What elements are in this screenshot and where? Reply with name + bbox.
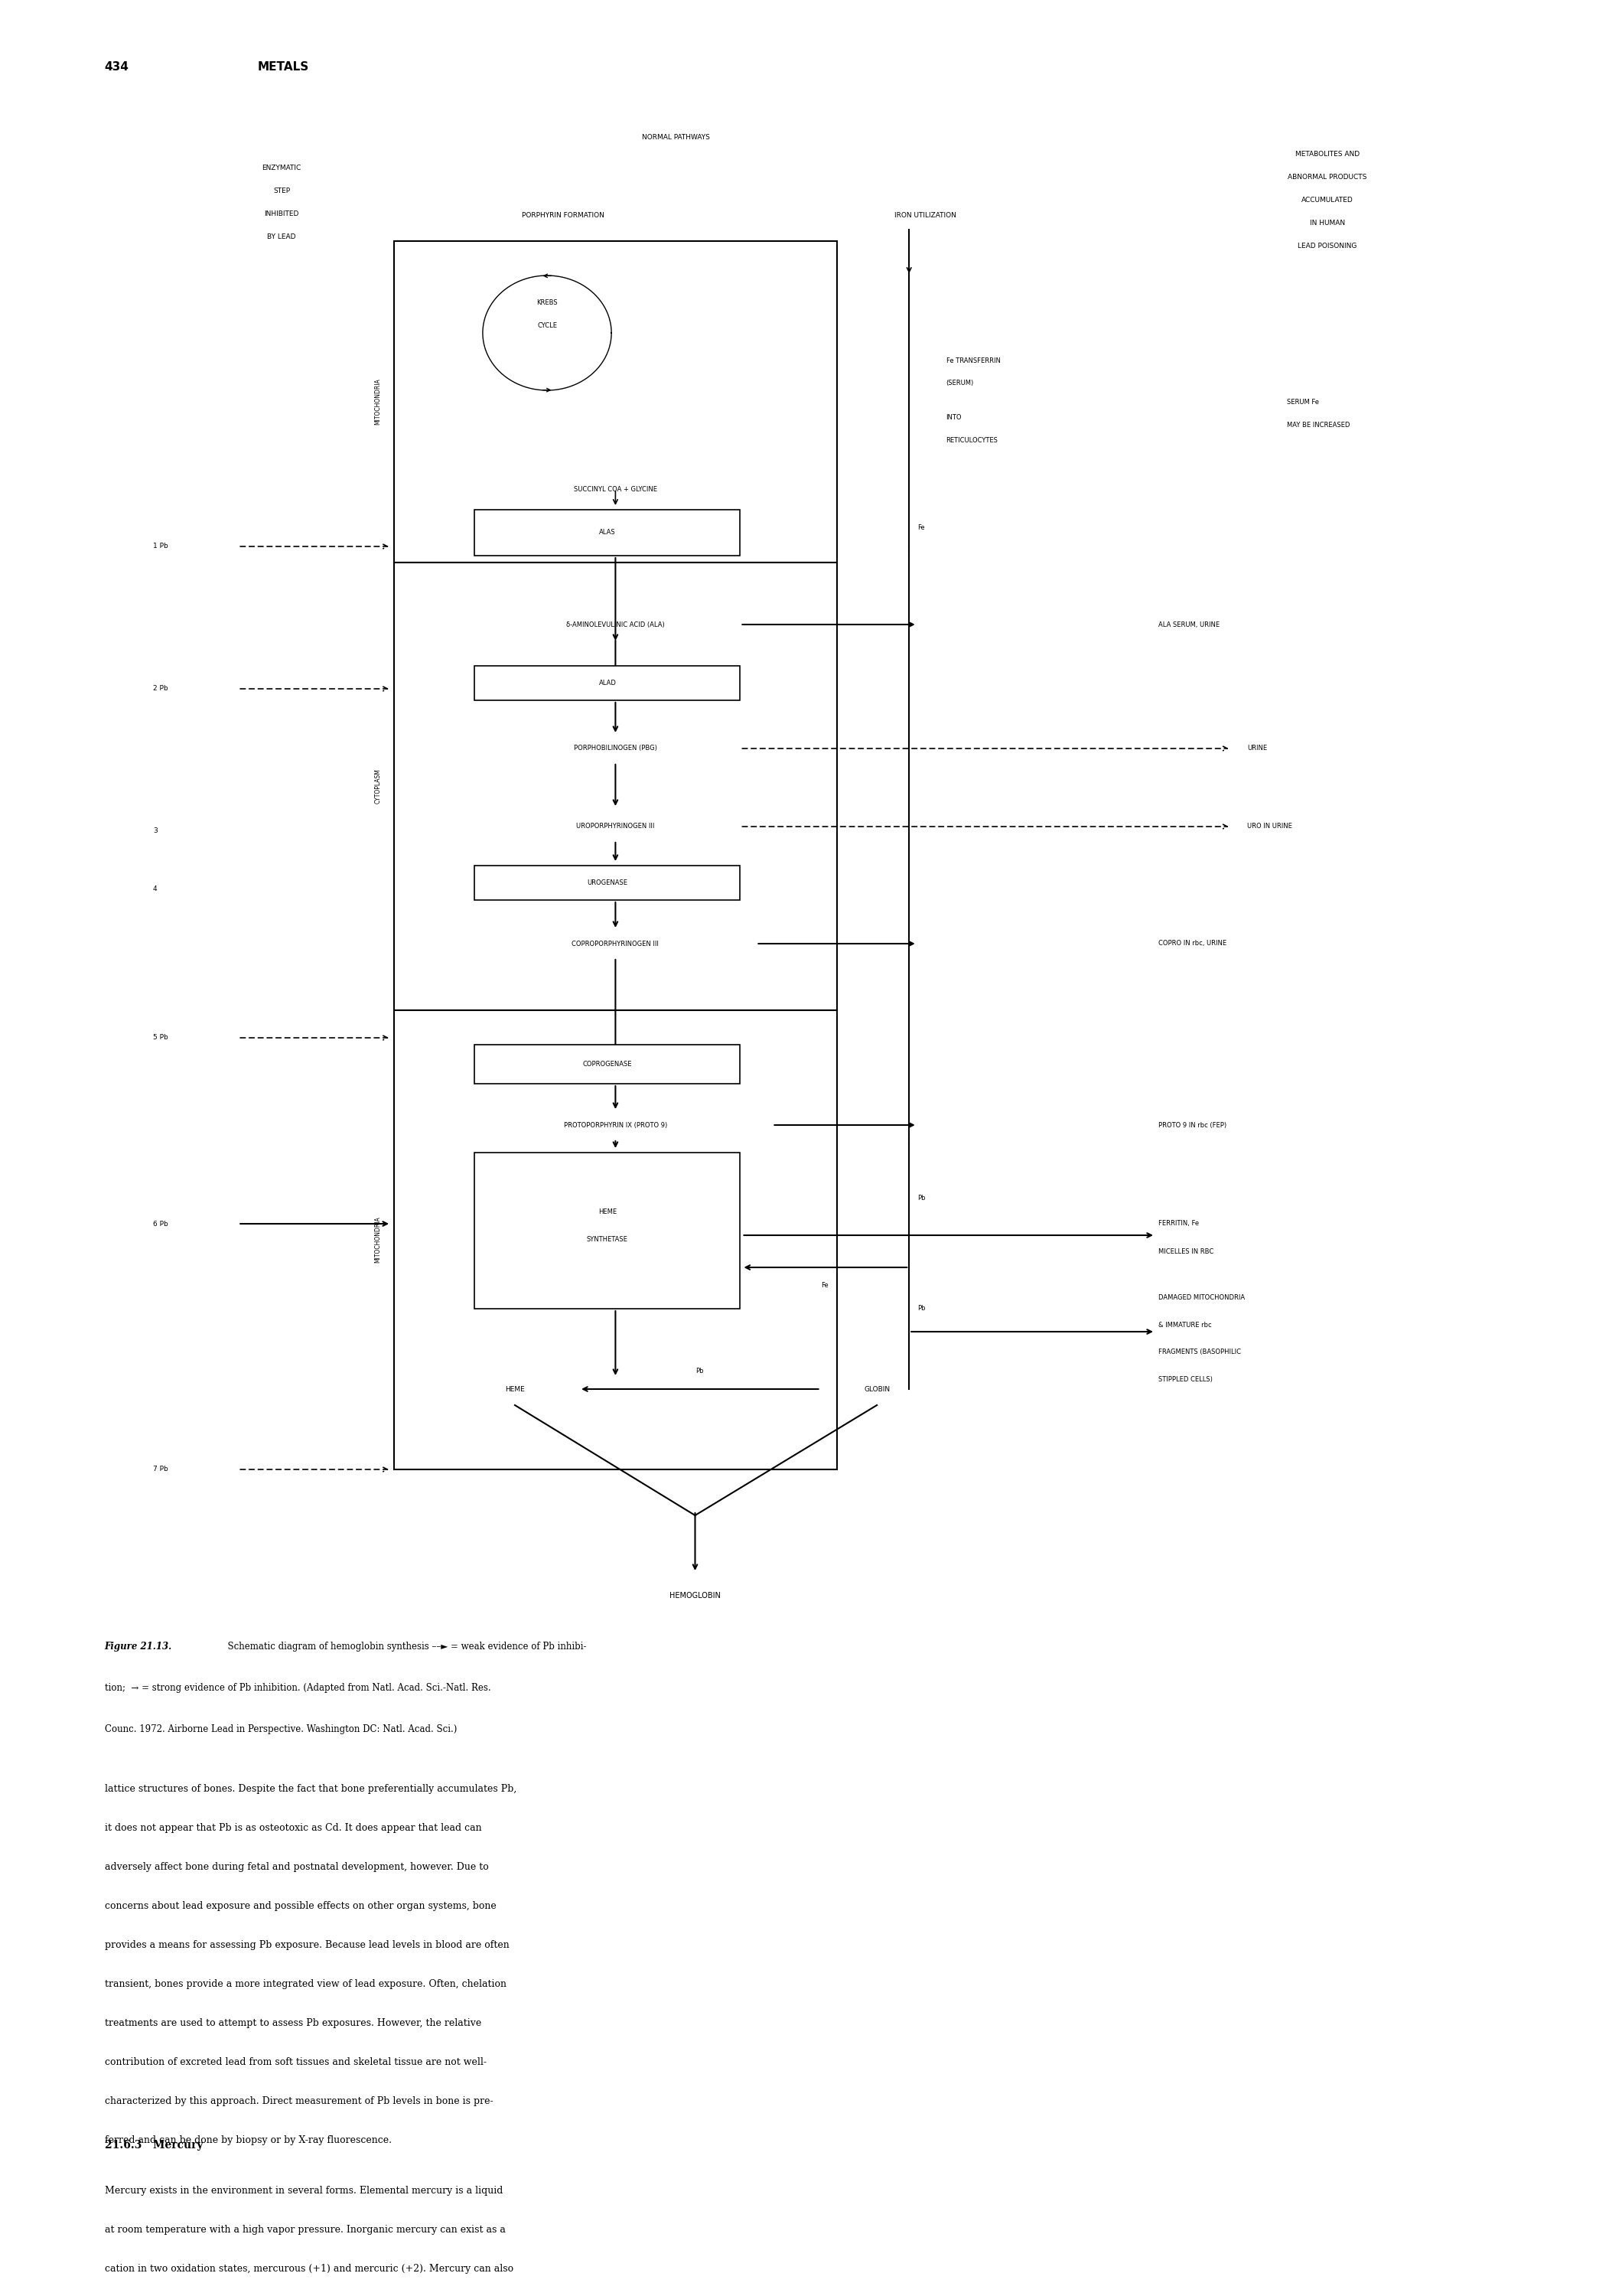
Text: ABNORMAL PRODUCTS: ABNORMAL PRODUCTS <box>1287 174 1368 181</box>
Text: MICELLES IN RBC: MICELLES IN RBC <box>1158 1249 1213 1254</box>
Text: PORPHYRIN FORMATION: PORPHYRIN FORMATION <box>521 214 605 220</box>
Text: ACCUMULATED: ACCUMULATED <box>1302 197 1353 204</box>
Bar <box>475 510 740 556</box>
Text: RETICULOCYTES: RETICULOCYTES <box>946 436 998 445</box>
Text: SYNTHETASE: SYNTHETASE <box>587 1235 628 1244</box>
Text: 2 Pb: 2 Pb <box>153 684 167 693</box>
Text: INTO: INTO <box>946 413 962 422</box>
Text: tion;  → = strong evidence of Pb inhibition. (Adapted from Natl. Acad. Sci.-Natl: tion; → = strong evidence of Pb inhibiti… <box>105 1683 491 1692</box>
Bar <box>475 1045 740 1084</box>
Text: contribution of excreted lead from soft tissues and skeletal tissue are not well: contribution of excreted lead from soft … <box>105 2057 486 2066</box>
Text: HEME: HEME <box>599 1208 616 1217</box>
Text: 3: 3 <box>153 829 158 836</box>
Text: IN HUMAN: IN HUMAN <box>1310 220 1345 227</box>
Text: 21.6.3   Mercury: 21.6.3 Mercury <box>105 2140 203 2151</box>
Text: PORPHOBILINOGEN (PBG): PORPHOBILINOGEN (PBG) <box>574 744 656 751</box>
Text: METALS: METALS <box>257 62 309 73</box>
Text: ENZYMATIC: ENZYMATIC <box>262 165 301 172</box>
Text: at room temperature with a high vapor pressure. Inorganic mercury can exist as a: at room temperature with a high vapor pr… <box>105 2225 505 2234</box>
Text: STEP: STEP <box>274 188 290 195</box>
Text: it does not appear that Pb is as osteotoxic as Cd. It does appear that lead can: it does not appear that Pb is as osteoto… <box>105 1823 481 1832</box>
Text: IRON UTILIZATION: IRON UTILIZATION <box>895 214 956 220</box>
Text: LEAD POISONING: LEAD POISONING <box>1298 243 1356 250</box>
Text: 6 Pb: 6 Pb <box>153 1221 167 1226</box>
Text: ALAD: ALAD <box>599 680 616 687</box>
Text: NORMAL PATHWAYS: NORMAL PATHWAYS <box>642 133 710 142</box>
Text: URINE: URINE <box>1247 744 1266 751</box>
Text: 7 Pb: 7 Pb <box>153 1467 167 1474</box>
Text: 4: 4 <box>153 886 158 893</box>
Text: Fe: Fe <box>821 1281 829 1290</box>
Text: SERUM Fe: SERUM Fe <box>1287 400 1319 404</box>
Text: SUCCINYL COA + GLYCINE: SUCCINYL COA + GLYCINE <box>574 487 656 494</box>
Text: HEMOGLOBIN: HEMOGLOBIN <box>669 1591 721 1600</box>
Text: PROTO 9 IN rbc (FEP): PROTO 9 IN rbc (FEP) <box>1158 1123 1226 1130</box>
Text: Mercury exists in the environment in several forms. Elemental mercury is a liqui: Mercury exists in the environment in sev… <box>105 2186 502 2195</box>
Bar <box>475 666 740 700</box>
Text: δ-AMINOLEVULINIC ACID (ALA): δ-AMINOLEVULINIC ACID (ALA) <box>566 622 665 629</box>
Text: concerns about lead exposure and possible effects on other organ systems, bone: concerns about lead exposure and possibl… <box>105 1901 496 1910</box>
Text: 434: 434 <box>105 62 129 73</box>
Text: Fe TRANSFERRIN: Fe TRANSFERRIN <box>946 358 1001 363</box>
Text: URO IN URINE: URO IN URINE <box>1247 824 1292 831</box>
Text: Pb: Pb <box>917 1194 925 1203</box>
Text: 5 Pb: 5 Pb <box>153 1033 167 1040</box>
Text: adversely affect bone during fetal and postnatal development, however. Due to: adversely affect bone during fetal and p… <box>105 1862 489 1871</box>
Text: UROGENASE: UROGENASE <box>587 879 628 886</box>
Text: ALA SERUM, URINE: ALA SERUM, URINE <box>1158 622 1220 629</box>
Text: FRAGMENTS (BASOPHILIC: FRAGMENTS (BASOPHILIC <box>1158 1350 1241 1355</box>
Text: lattice structures of bones. Despite the fact that bone preferentially accumulat: lattice structures of bones. Despite the… <box>105 1784 516 1793</box>
Text: ferred and can be done by biopsy or by X-ray fluorescence.: ferred and can be done by biopsy or by X… <box>105 2135 391 2144</box>
Bar <box>394 563 837 1010</box>
Text: & IMMATURE rbc: & IMMATURE rbc <box>1158 1322 1212 1327</box>
Text: MITOCHONDRIA: MITOCHONDRIA <box>375 379 381 425</box>
Text: 1 Pb: 1 Pb <box>153 544 167 551</box>
Text: DAMAGED MITOCHONDRIA: DAMAGED MITOCHONDRIA <box>1158 1295 1245 1300</box>
Text: METABOLITES AND: METABOLITES AND <box>1295 152 1360 156</box>
Text: GLOBIN: GLOBIN <box>864 1387 890 1391</box>
Text: (SERUM): (SERUM) <box>946 379 973 386</box>
Text: Schematic diagram of hemoglobin synthesis ––► = weak evidence of Pb inhibi-: Schematic diagram of hemoglobin synthesi… <box>222 1642 587 1651</box>
Text: KREBS: KREBS <box>536 301 558 308</box>
Bar <box>394 1010 837 1469</box>
Bar <box>475 1153 740 1309</box>
Text: FERRITIN, Fe: FERRITIN, Fe <box>1158 1221 1199 1226</box>
Bar <box>394 241 837 563</box>
Text: MAY BE INCREASED: MAY BE INCREASED <box>1287 422 1350 427</box>
Text: characterized by this approach. Direct measurement of Pb levels in bone is pre-: characterized by this approach. Direct m… <box>105 2096 492 2105</box>
Text: CYCLE: CYCLE <box>537 324 557 331</box>
Text: provides a means for assessing Pb exposure. Because lead levels in blood are oft: provides a means for assessing Pb exposu… <box>105 1940 508 1949</box>
Text: STIPPLED CELLS): STIPPLED CELLS) <box>1158 1378 1213 1382</box>
Text: BY LEAD: BY LEAD <box>267 234 296 241</box>
Text: INHIBITED: INHIBITED <box>264 211 299 218</box>
Text: PROTOPORPHYRIN IX (PROTO 9): PROTOPORPHYRIN IX (PROTO 9) <box>563 1123 668 1130</box>
Text: CYTOPLASM: CYTOPLASM <box>375 769 381 804</box>
Text: UROPORPHYRINOGEN III: UROPORPHYRINOGEN III <box>576 824 655 831</box>
Text: MITOCHONDRIA: MITOCHONDRIA <box>375 1217 381 1263</box>
Text: HEME: HEME <box>505 1387 525 1391</box>
Text: cation in two oxidation states, mercurous (+1) and mercuric (+2). Mercury can al: cation in two oxidation states, mercurou… <box>105 2264 513 2273</box>
Text: Figure 21.13.: Figure 21.13. <box>105 1642 172 1651</box>
Text: Pb: Pb <box>697 1368 703 1373</box>
Text: Pb: Pb <box>917 1304 925 1313</box>
Text: transient, bones provide a more integrated view of lead exposure. Often, chelati: transient, bones provide a more integrat… <box>105 1979 507 1988</box>
Text: COPROPORPHYRINOGEN III: COPROPORPHYRINOGEN III <box>571 941 660 946</box>
Text: treatments are used to attempt to assess Pb exposures. However, the relative: treatments are used to attempt to assess… <box>105 2018 481 2027</box>
Text: Fe: Fe <box>917 526 925 533</box>
Text: COPRO IN rbc, URINE: COPRO IN rbc, URINE <box>1158 941 1226 946</box>
Bar <box>475 866 740 900</box>
Text: ALAS: ALAS <box>599 530 616 537</box>
Text: Counc. 1972. Airborne Lead in Perspective. Washington DC: Natl. Acad. Sci.): Counc. 1972. Airborne Lead in Perspectiv… <box>105 1724 457 1733</box>
Text: COPROGENASE: COPROGENASE <box>582 1061 632 1068</box>
